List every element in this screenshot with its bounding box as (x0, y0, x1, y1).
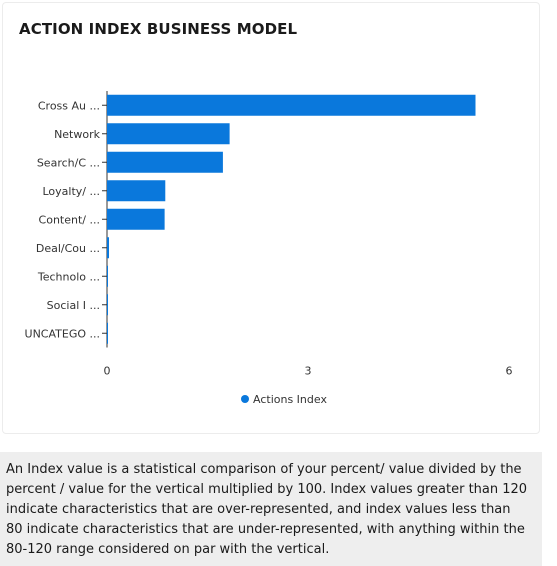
bar[interactable] (107, 265, 108, 287)
x-tick-label: 3 (305, 365, 312, 378)
bar[interactable] (107, 294, 108, 316)
category-label: Search/C ... (37, 156, 100, 169)
category-label: Technolo ... (37, 270, 100, 283)
category-label: Social I ... (47, 299, 100, 312)
bar[interactable] (107, 180, 166, 202)
legend-label: Actions Index (253, 393, 327, 406)
x-tick-label: 0 (104, 365, 111, 378)
category-label: Cross Au ... (38, 99, 100, 112)
chart-card: ACTION INDEX BUSINESS MODEL Cross Au ...… (2, 2, 540, 434)
bar[interactable] (107, 208, 165, 230)
category-label: Network (54, 128, 101, 141)
bar[interactable] (107, 123, 230, 145)
chart-title: ACTION INDEX BUSINESS MODEL (19, 20, 298, 38)
x-tick-label: 6 (506, 365, 513, 378)
bar[interactable] (107, 151, 223, 173)
bar-chart: Cross Au ... Network Search/C ... Loyalty/ … (25, 91, 513, 406)
category-label: Deal/Cou ... (36, 242, 100, 255)
category-label: Content/ ... (39, 213, 100, 226)
bar[interactable] (107, 237, 110, 259)
category-label: UNCATEGO ... (25, 327, 100, 340)
legend-marker (241, 395, 249, 403)
bar[interactable] (107, 322, 108, 344)
category-label: Loyalty/ ... (43, 185, 101, 198)
index-explanation-note: An Index value is a statistical comparis… (0, 452, 542, 566)
bar[interactable] (107, 94, 476, 116)
